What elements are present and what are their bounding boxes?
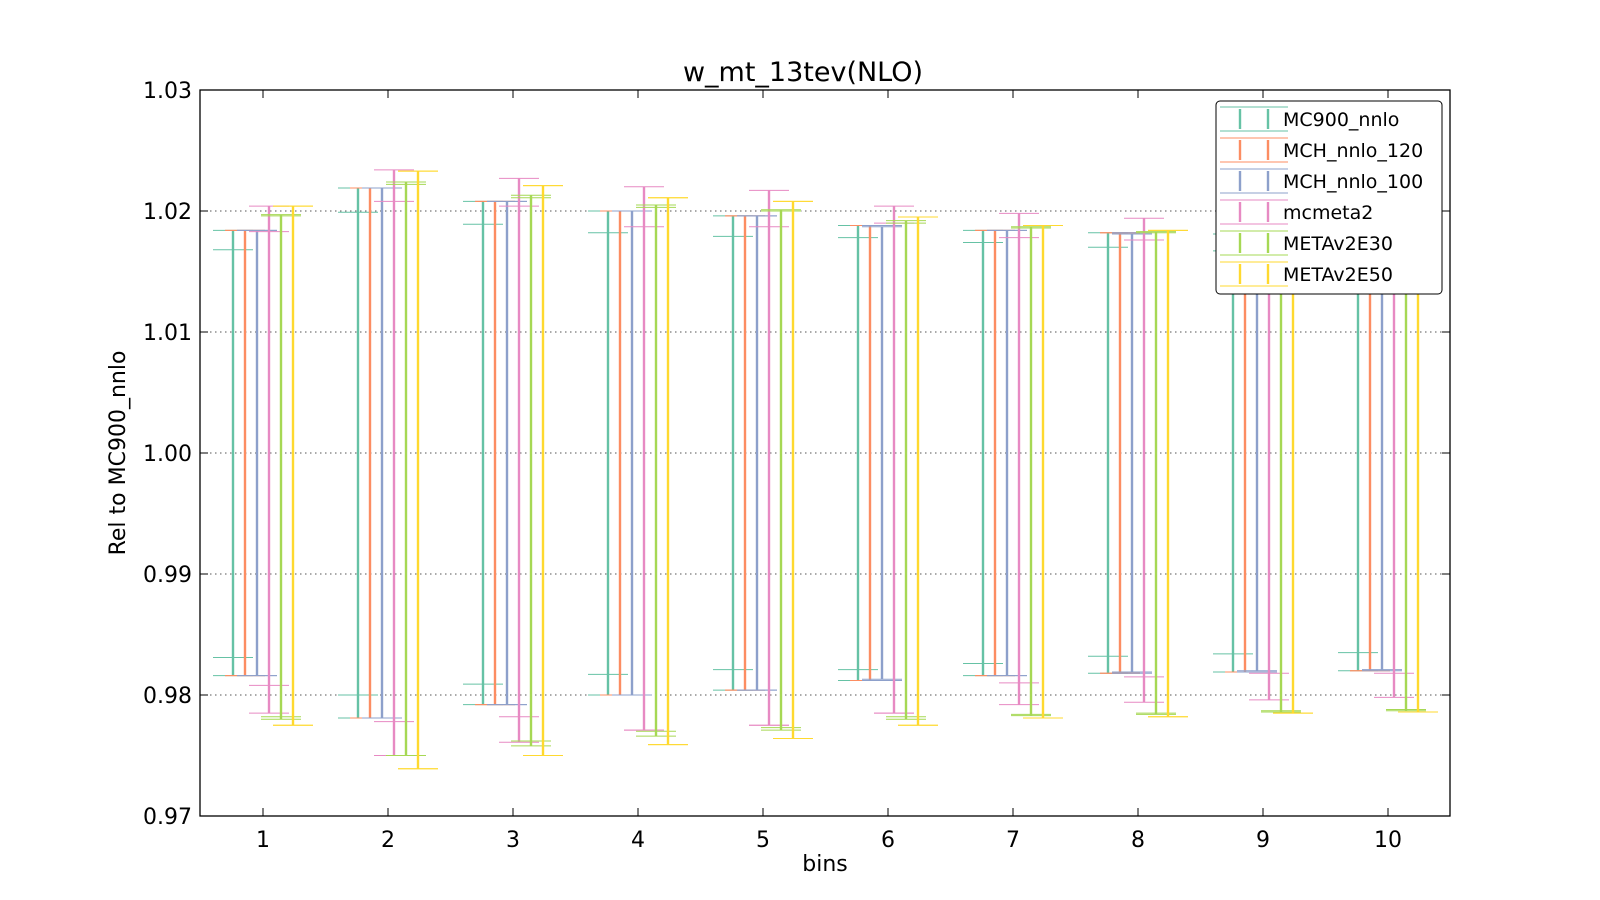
y-axis-title: Rel to MC900_nnlo [106,351,131,556]
x-tick-label: 6 [881,828,895,853]
legend-item: MCH_nnlo_100 [1220,168,1423,194]
y-tick-label: 0.98 [143,684,192,709]
chart-title: w_mt_13tev(NLO) [683,57,923,88]
legend-label: MC900_nnlo [1283,109,1399,131]
y-tick-label: 1.01 [143,321,192,346]
x-tick-label: 10 [1374,828,1402,853]
series-MC900_nnlo [213,187,1378,719]
y-tick-label: 1.02 [143,200,192,225]
y-tick-label: 1.03 [143,79,192,104]
series-METAv2E50 [273,170,1438,770]
x-axis: 1 2 3 4 5 6 7 8 9 10 [256,90,1402,853]
legend-label: METAv2E30 [1283,233,1393,255]
x-axis-title: bins [802,852,847,877]
y-tick-label: 0.97 [143,805,192,830]
x-tick-label: 8 [1131,828,1145,853]
x-tick-label: 9 [1256,828,1270,853]
series-mcmeta2 [249,169,1414,756]
x-tick-label: 5 [756,828,770,853]
legend-item: MC900_nnlo [1220,106,1399,132]
legend-label: MCH_nnlo_100 [1283,171,1423,193]
y-tick-label: 0.99 [143,563,192,588]
legend-box [1215,100,1443,295]
x-tick-label: 1 [256,828,270,853]
y-axis: 0.97 0.98 0.99 1.00 1.01 1.02 1.03 [143,79,1450,830]
x-tick-label: 3 [506,828,520,853]
x-tick-label: 7 [1006,828,1020,853]
x-tick-label: 2 [381,828,395,853]
errorbar-series [213,169,1438,770]
legend-item: METAv2E30 [1220,230,1393,256]
legend: MC900_nnlo MCH_nnlo_120 MCH_nnlo_100mcmeta… [1215,100,1443,295]
legend-label: MCH_nnlo_120 [1283,140,1423,162]
legend-item: METAv2E50 [1220,261,1393,287]
legend-label: METAv2E50 [1283,264,1393,286]
x-tick-label: 4 [631,828,645,853]
legend-label: mcmeta2 [1283,202,1373,224]
legend-item: MCH_nnlo_120 [1220,137,1423,163]
y-tick-label: 1.00 [143,442,192,467]
grid-lines [200,210,1450,696]
legend-item: mcmeta2 [1220,199,1373,225]
